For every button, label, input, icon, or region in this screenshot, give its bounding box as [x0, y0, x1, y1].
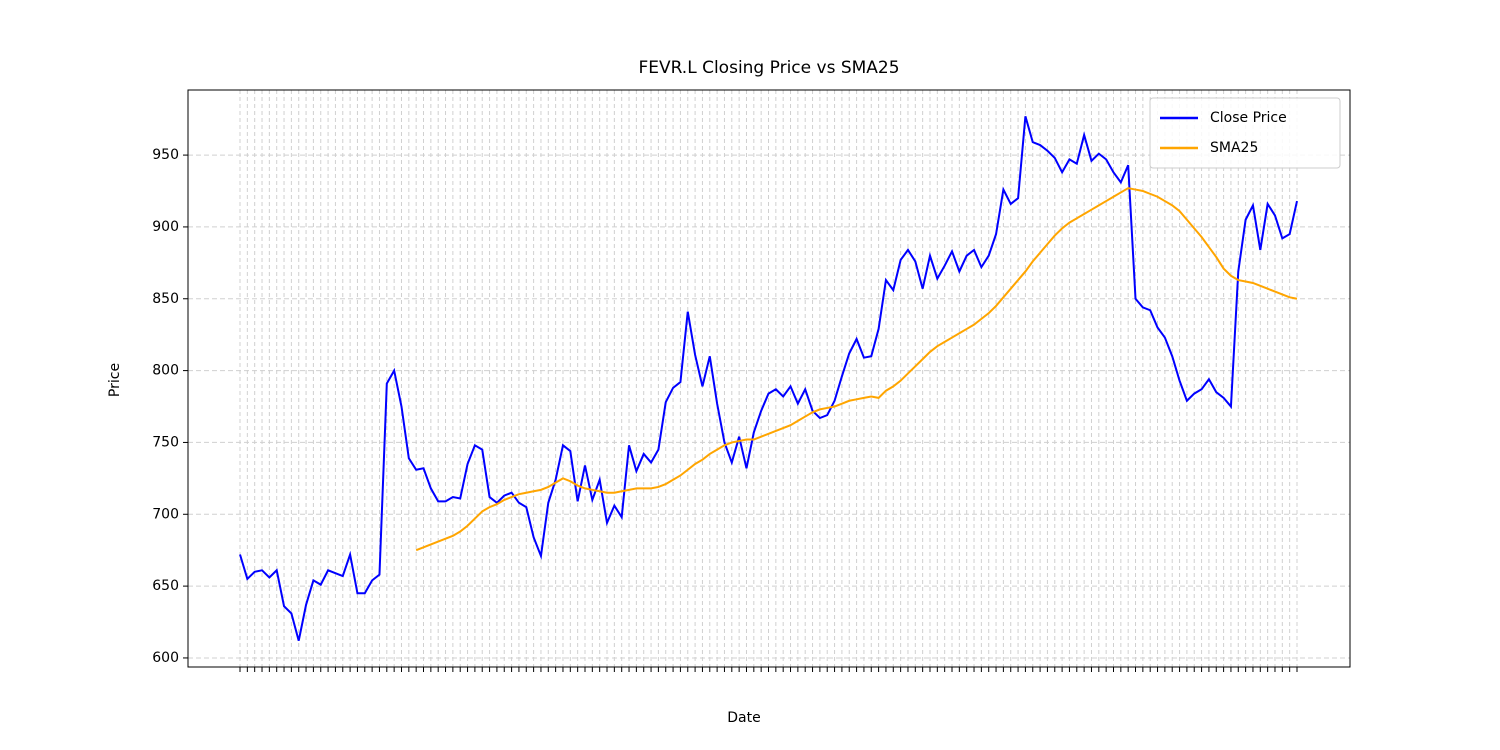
- line-series: [415, 187, 1298, 552]
- y-tick-label: 700: [152, 506, 179, 522]
- y-tick-label: 950: [152, 147, 179, 163]
- y-tick-label: 650: [152, 578, 179, 594]
- chart-title: FEVR.L Closing Price vs SMA25: [638, 58, 899, 78]
- y-tick-label: 800: [152, 363, 179, 379]
- y-tick-label: 900: [152, 219, 179, 235]
- y-tick-label: 600: [152, 650, 179, 666]
- y-tick-label: 850: [152, 291, 179, 307]
- legend-box: [1149, 97, 1341, 169]
- legend-label: Close Price: [1210, 110, 1287, 126]
- x-axis-label: Date: [727, 710, 760, 726]
- y-axis-label: Price: [107, 363, 123, 397]
- plot-frame: [187, 89, 1351, 668]
- line-series: [239, 116, 1298, 641]
- legend-label: SMA25: [1210, 140, 1258, 156]
- y-tick-label: 750: [152, 434, 179, 450]
